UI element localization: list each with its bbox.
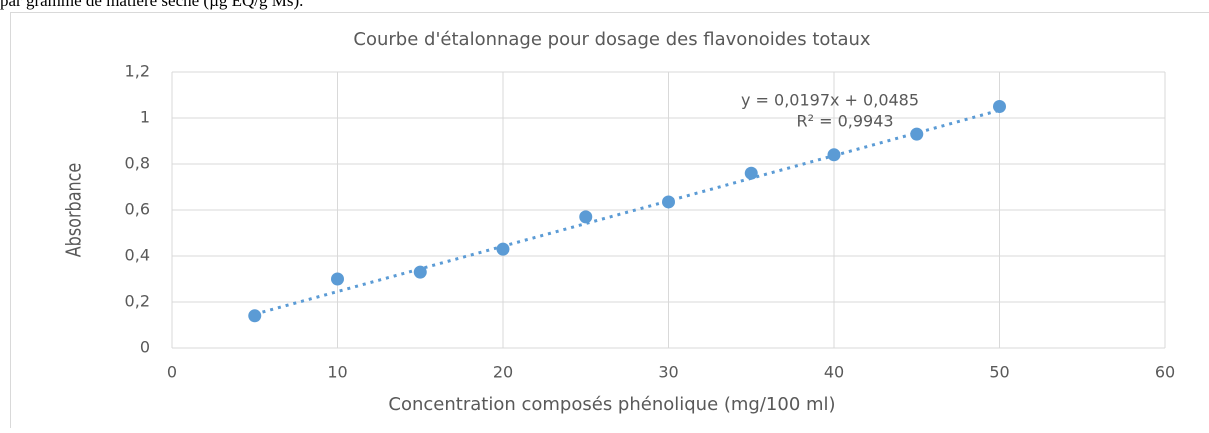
x-tick-label: 30 <box>658 363 678 382</box>
chart-title: Courbe d'étalonnage pour dosage des flav… <box>353 29 870 50</box>
x-tick-label: 50 <box>989 363 1009 382</box>
point <box>993 100 1006 113</box>
x-tick-label: 60 <box>1155 363 1175 382</box>
y-axis-title: Absorbance <box>63 163 86 258</box>
x-tick-label: 20 <box>493 363 513 382</box>
point <box>910 128 923 141</box>
point <box>497 243 510 256</box>
point <box>828 148 841 161</box>
x-tick-label: 40 <box>824 363 844 382</box>
point <box>579 210 592 223</box>
y-tick-label: 0,8 <box>125 154 150 173</box>
y-tick-label: 0,2 <box>125 292 150 311</box>
chart-frame <box>11 13 1209 429</box>
y-tick-label: 0 <box>140 338 150 357</box>
point <box>248 309 261 322</box>
point <box>662 195 675 208</box>
header-text: par gramme de matière sèche (µg EQ/g Ms)… <box>0 0 303 10</box>
point <box>414 266 427 279</box>
y-tick-label: 0,6 <box>125 200 150 219</box>
y-tick-label: 0,4 <box>125 246 150 265</box>
point <box>745 167 758 180</box>
y-tick-label: 1 <box>140 108 150 127</box>
x-tick-label: 0 <box>167 363 177 382</box>
x-axis-title: Concentration composés phénolique (mg/10… <box>388 394 835 415</box>
y-tick-label: 1,2 <box>125 62 150 81</box>
point <box>331 273 344 286</box>
annotation: y = 0,0197x + 0,0485 <box>741 91 919 110</box>
annotation: R² = 0,9943 <box>796 112 893 131</box>
x-tick-label: 10 <box>327 363 347 382</box>
